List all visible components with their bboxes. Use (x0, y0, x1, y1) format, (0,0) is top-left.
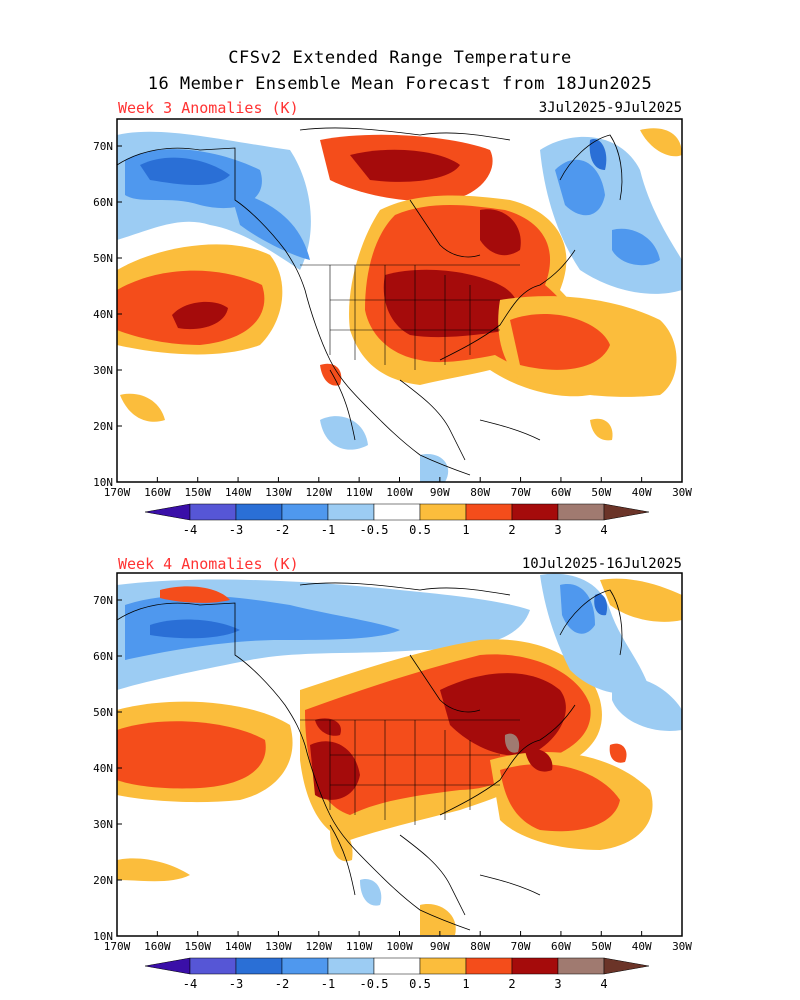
week4-colorbar-segment (373, 957, 421, 975)
week4-lon-label: 40W (632, 940, 652, 953)
week3-colorbar-segment (511, 503, 559, 521)
week4-colorbar-label: -3 (229, 977, 243, 991)
week3-colorbar-arrow-high (603, 503, 650, 521)
week4-anomaly-map (117, 573, 682, 936)
week3-lat-label: 10N (93, 476, 113, 489)
week3-colorbar-segment (465, 503, 513, 521)
week4-lon-label: 120W (306, 940, 333, 953)
week3-lon-label: 60W (551, 486, 571, 499)
week3-colorbar-label: -2 (275, 523, 289, 537)
week4-colorbar-segment (327, 957, 375, 975)
week3-colorbar-arrow-low (144, 503, 191, 521)
week3-lon-label: 40W (632, 486, 652, 499)
week3-lat-label: 20N (93, 420, 113, 433)
week4-colorbar-label: 0.5 (409, 977, 431, 991)
week4-lon-label: 140W (225, 940, 252, 953)
week3-colorbar-segment (327, 503, 375, 521)
week3-lat-label: 60N (93, 196, 113, 209)
week3-lon-label: 130W (265, 486, 292, 499)
week4-lat-label: 60N (93, 650, 113, 663)
week3-colorbar-label: -4 (183, 523, 197, 537)
week4-colorbar-segment (189, 957, 237, 975)
week4-colorbar-segment (465, 957, 513, 975)
week4-lon-label: 50W (591, 940, 611, 953)
week3-lon-label: 120W (306, 486, 333, 499)
week3-label: Week 3 Anomalies (K) (118, 99, 299, 117)
week4-lon-label: 90W (430, 940, 450, 953)
week3-lat-label: 40N (93, 308, 113, 321)
week3-colorbar-label: -3 (229, 523, 243, 537)
week4-lon-label: 80W (470, 940, 490, 953)
week3-colorbar-segment (235, 503, 283, 521)
week4-colorbar-arrow-low (144, 957, 191, 975)
week3-lon-label: 90W (430, 486, 450, 499)
week3-colorbar-label: 0.5 (409, 523, 431, 537)
week3-colorbar-label: -0.5 (360, 523, 389, 537)
week3-colorbar-label: 4 (600, 523, 607, 537)
week4-lat-label: 10N (93, 930, 113, 943)
week4-colorbar-segment (419, 957, 467, 975)
week4-lon-label: 150W (184, 940, 211, 953)
week3-anomaly-map (117, 119, 682, 482)
week3-colorbar-label: 2 (508, 523, 515, 537)
week3-colorbar-segment (189, 503, 237, 521)
week4-lon-label: 30W (672, 940, 692, 953)
week3-lon-label: 110W (346, 486, 373, 499)
week4-lon-label: 160W (144, 940, 171, 953)
week4-lon-label: 110W (346, 940, 373, 953)
week4-colorbar-label: -1 (321, 977, 335, 991)
week4-colorbar-label: -4 (183, 977, 197, 991)
week3-colorbar-segment (281, 503, 329, 521)
week4-label: Week 4 Anomalies (K) (118, 555, 299, 573)
week3-colorbar-label: 3 (554, 523, 561, 537)
week4-lat-label: 70N (93, 594, 113, 607)
week3-colorbar-label: 1 (462, 523, 469, 537)
week4-colorbar-label: -0.5 (360, 977, 389, 991)
week3-colorbar-label: -1 (321, 523, 335, 537)
title-line-1: CFSv2 Extended Range Temperature (228, 48, 572, 68)
week3-lon-label: 170W (104, 486, 131, 499)
title-line-2: 16 Member Ensemble Mean Forecast from 18… (147, 74, 653, 94)
week4-lon-label: 170W (104, 940, 131, 953)
week4-lon-label: 60W (551, 940, 571, 953)
week3-colorbar-segment (419, 503, 467, 521)
week4-colorbar-segment (557, 957, 605, 975)
week4-colorbar-label: 3 (554, 977, 561, 991)
week4-colorbar-arrow-high (603, 957, 650, 975)
week3-lon-label: 150W (184, 486, 211, 499)
week3-lon-label: 80W (470, 486, 490, 499)
week4-colorbar-segment (281, 957, 329, 975)
week3-lat-label: 30N (93, 364, 113, 377)
week3-lon-label: 50W (591, 486, 611, 499)
week3-lat-label: 70N (93, 140, 113, 153)
week4-colorbar-label: 1 (462, 977, 469, 991)
week4-lat-label: 20N (93, 874, 113, 887)
week4-lon-label: 70W (511, 940, 531, 953)
week4-colorbar-segment (235, 957, 283, 975)
week3-lon-label: 100W (386, 486, 413, 499)
week4-lat-label: 40N (93, 762, 113, 775)
week4-colorbar-segment (511, 957, 559, 975)
week3-lat-label: 50N (93, 252, 113, 265)
week4-lat-label: 50N (93, 706, 113, 719)
week4-colorbar-label: 2 (508, 977, 515, 991)
week3-lon-label: 70W (511, 486, 531, 499)
week3-lon-label: 160W (144, 486, 171, 499)
week3-colorbar-segment (373, 503, 421, 521)
week3-lon-label: 30W (672, 486, 692, 499)
week4-colorbar-label: -2 (275, 977, 289, 991)
week3-dates: 3Jul2025-9Jul2025 (538, 100, 682, 116)
week4-dates: 10Jul2025-16Jul2025 (521, 556, 682, 572)
week3-lon-label: 140W (225, 486, 252, 499)
colorbars: -4 -3 -2 -1 -0.5 0.5 1 2 3 4 -4 -3 -2 -1 -0.5 0.5 1 2 3 4 (144, 503, 650, 991)
week4-lon-label: 130W (265, 940, 292, 953)
week4-lat-label: 30N (93, 818, 113, 831)
week3-colorbar-segment (557, 503, 605, 521)
week4-colorbar-label: 4 (600, 977, 607, 991)
week4-lon-label: 100W (386, 940, 413, 953)
